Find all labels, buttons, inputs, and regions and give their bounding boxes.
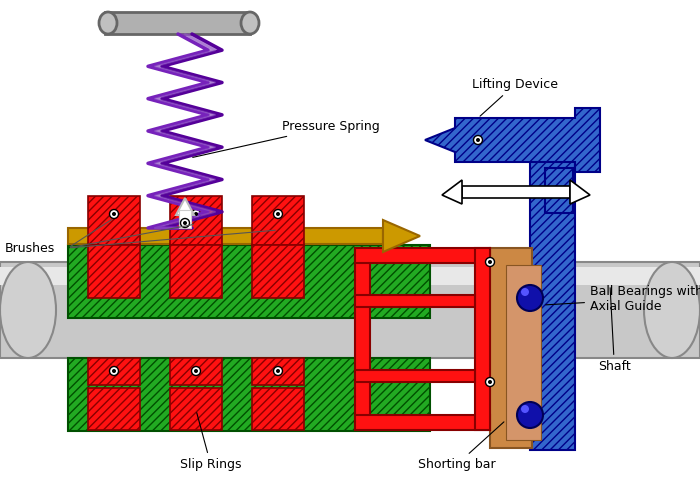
Polygon shape — [148, 34, 222, 228]
Bar — [88, 388, 140, 430]
Bar — [530, 155, 575, 450]
Bar — [105, 12, 250, 34]
Circle shape — [194, 369, 198, 373]
Bar — [355, 248, 490, 263]
Circle shape — [274, 210, 283, 218]
Circle shape — [486, 258, 494, 266]
Bar — [475, 248, 490, 430]
Circle shape — [476, 138, 480, 142]
Circle shape — [192, 210, 200, 218]
Bar — [355, 295, 475, 307]
Polygon shape — [383, 220, 420, 252]
Text: Lifting Device: Lifting Device — [472, 78, 558, 116]
Text: Shaft: Shaft — [598, 288, 631, 373]
Circle shape — [194, 212, 198, 216]
Ellipse shape — [99, 12, 117, 34]
Circle shape — [112, 212, 116, 216]
Polygon shape — [442, 180, 462, 204]
Text: Shorting bar: Shorting bar — [418, 422, 504, 471]
Ellipse shape — [644, 262, 700, 358]
Circle shape — [517, 285, 543, 311]
Bar — [88, 245, 140, 298]
Bar — [462, 186, 570, 198]
Bar — [252, 245, 304, 298]
Bar — [252, 358, 304, 385]
Polygon shape — [425, 108, 600, 172]
Circle shape — [112, 369, 116, 373]
Ellipse shape — [0, 262, 56, 358]
Circle shape — [192, 366, 200, 376]
Circle shape — [521, 405, 529, 413]
Bar — [88, 196, 140, 245]
Bar — [355, 248, 370, 430]
Circle shape — [109, 366, 118, 376]
Bar — [355, 415, 490, 430]
Bar — [170, 245, 222, 298]
Bar — [68, 358, 430, 431]
Polygon shape — [176, 198, 194, 228]
Bar — [0, 262, 700, 358]
Bar — [68, 228, 383, 244]
Circle shape — [274, 366, 283, 376]
Circle shape — [488, 260, 492, 264]
Circle shape — [276, 212, 280, 216]
Bar — [355, 370, 475, 382]
Text: Pressure Spring: Pressure Spring — [193, 120, 379, 158]
Circle shape — [109, 210, 118, 218]
Text: Brushes: Brushes — [5, 242, 55, 254]
Polygon shape — [570, 180, 590, 204]
Bar — [68, 245, 430, 318]
Circle shape — [517, 402, 543, 428]
Circle shape — [486, 378, 494, 386]
Bar — [170, 196, 222, 245]
Bar — [0, 267, 700, 285]
Circle shape — [521, 288, 529, 296]
Bar — [170, 358, 222, 385]
Bar — [252, 196, 304, 245]
Bar — [88, 358, 140, 385]
Bar — [170, 388, 222, 430]
Circle shape — [183, 221, 187, 225]
Bar — [506, 265, 541, 440]
Circle shape — [181, 218, 190, 228]
Text: Ball Bearings with
Axial Guide: Ball Bearings with Axial Guide — [546, 285, 700, 313]
Ellipse shape — [241, 12, 259, 34]
Text: Slip Rings: Slip Rings — [180, 412, 242, 471]
Bar — [252, 388, 304, 430]
Circle shape — [276, 369, 280, 373]
Bar — [490, 248, 532, 448]
Bar — [545, 168, 573, 213]
Circle shape — [473, 136, 482, 144]
Bar — [179, 210, 191, 228]
Circle shape — [488, 380, 492, 384]
